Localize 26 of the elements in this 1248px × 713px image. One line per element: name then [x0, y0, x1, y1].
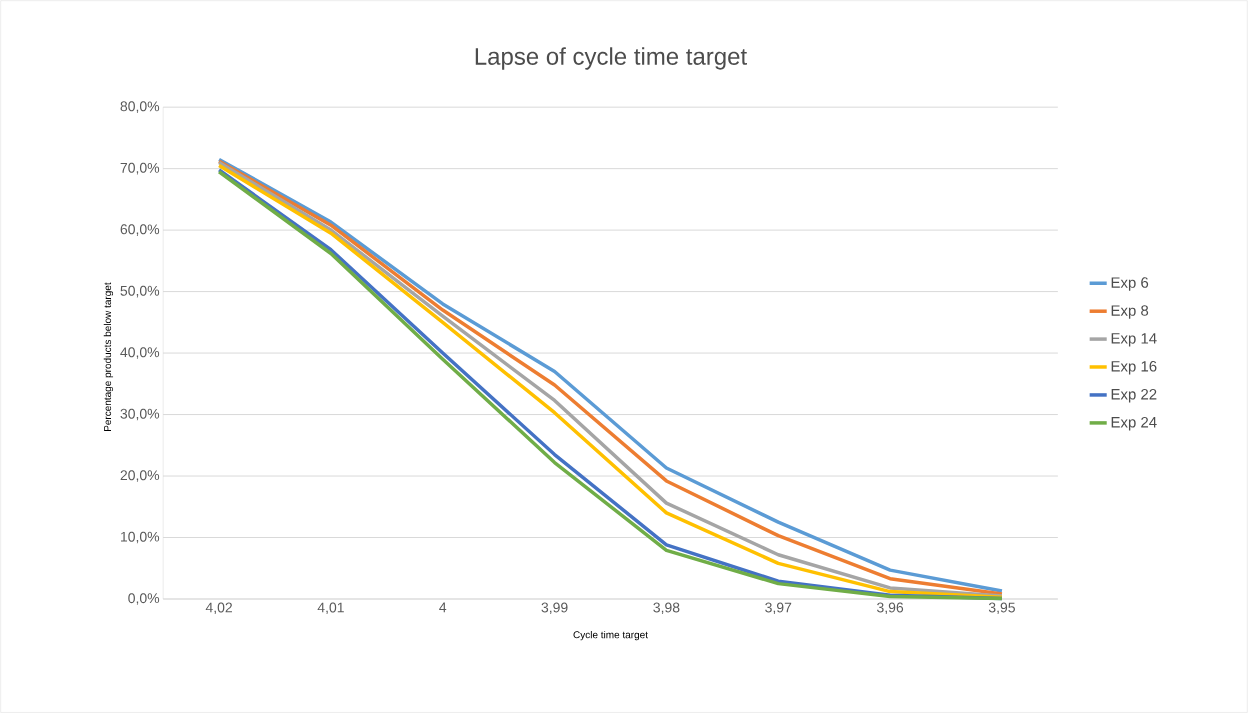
legend-label: Exp 16	[1111, 360, 1157, 375]
legend-label: Exp 6	[1111, 277, 1149, 291]
x-tick-label: 4,02	[205, 602, 232, 615]
x-tick-label: 4	[439, 602, 447, 613]
y-tick-label: 30,0%	[120, 408, 160, 421]
y-tick-label: 70,0%	[120, 162, 160, 175]
x-tick-label: 3,99	[541, 602, 568, 615]
legend-label: Exp 8	[1111, 305, 1149, 319]
y-tick-label: 50,0%	[120, 285, 160, 298]
x-tick-label: 3,95	[988, 602, 1015, 615]
x-tick-label: 3,97	[765, 602, 792, 615]
y-tick-label: 10,0%	[121, 531, 160, 544]
y-tick-label: 40,0%	[120, 347, 160, 359]
y-tick-label: 60,0%	[120, 224, 160, 236]
legend-label: Exp 22	[1111, 388, 1157, 403]
x-axis-title: Cycle time target	[573, 630, 648, 641]
x-tick-label: 4,01	[317, 602, 344, 615]
chart-title: Lapse of cycle time target	[475, 47, 747, 70]
x-tick-label: 3,98	[653, 602, 680, 615]
y-tick-label: 80,0%	[120, 101, 160, 113]
y-tick-label: 0,0%	[128, 593, 160, 605]
x-tick-label: 3,96	[877, 602, 904, 615]
y-tick-label: 20,0%	[120, 470, 160, 482]
legend-label: Exp 14	[1111, 333, 1157, 347]
y-axis-title: Percentage products below target	[103, 282, 114, 431]
legend-label: Exp 24	[1111, 416, 1157, 431]
